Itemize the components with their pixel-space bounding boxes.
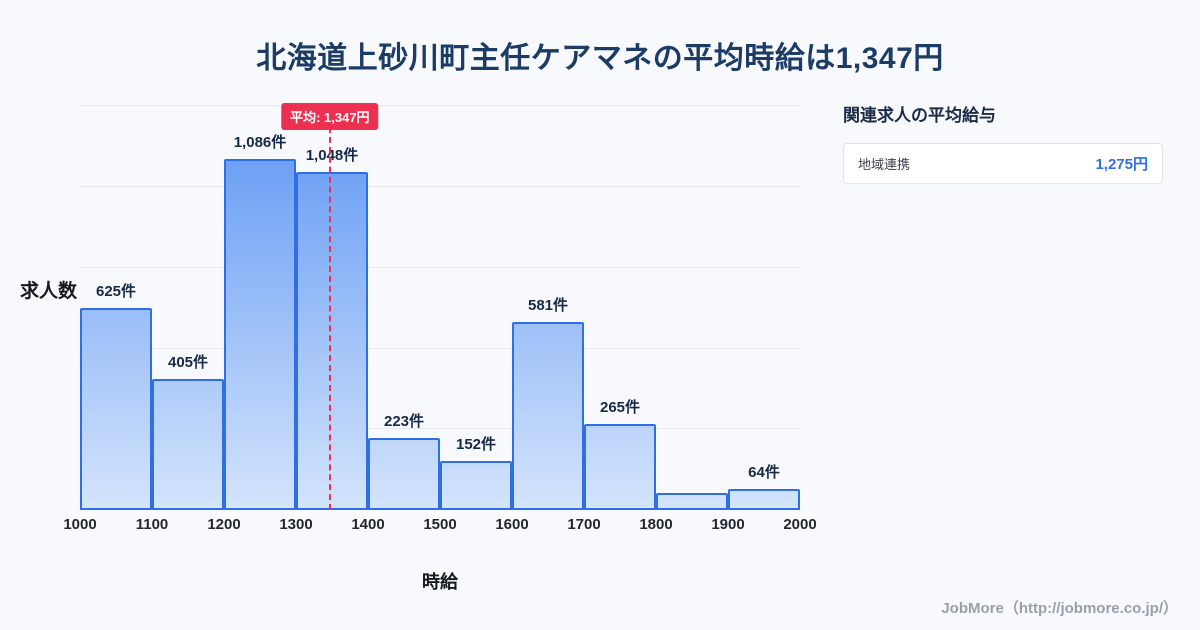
bar-value-label: 625件 (95, 283, 137, 301)
bar-value-label: 1,086件 (233, 134, 287, 152)
bar-value-label: 405件 (167, 354, 209, 372)
histogram-bar-1500-1600 (440, 460, 512, 510)
related-job-value: 1,275円 (1095, 156, 1148, 173)
histogram-bar-1800-1900 (656, 492, 728, 510)
related-jobs-card: 地域連携 1,275円 (843, 143, 1163, 184)
y-axis-label: 求人数 (20, 281, 78, 302)
related-job-row: 地域連携 1,275円 (858, 153, 1148, 174)
gridline (80, 186, 800, 188)
x-tick-1400: 1400 (351, 516, 385, 533)
x-tick-2000: 2000 (783, 516, 817, 533)
histogram-bar-1100-1200 (152, 379, 224, 510)
x-tick-1800: 1800 (639, 516, 673, 533)
bar-value-label: 223件 (383, 413, 425, 431)
histogram-bar-1400-1500 (368, 438, 440, 510)
footer-credit: JobMore（http://jobmore.co.jp/） (941, 600, 1178, 617)
gridline (80, 105, 800, 107)
histogram-bar-1000-1100 (80, 308, 152, 510)
related-job-label: 地域連携 (858, 157, 911, 172)
x-tick-1000: 1000 (63, 516, 97, 533)
bar-value-label: 265件 (599, 399, 641, 417)
x-tick-1600: 1600 (495, 516, 529, 533)
gridline (80, 347, 800, 349)
x-tick-1200: 1200 (207, 516, 241, 533)
bar-value-label: 1,048件 (305, 146, 359, 164)
histogram-bar-1700-1800 (584, 424, 656, 510)
bar-value-label: 64件 (748, 464, 780, 482)
x-tick-1100: 1100 (135, 516, 169, 533)
histogram-bar-1600-1700 (512, 322, 584, 510)
bar-value-label: 581件 (527, 297, 569, 315)
x-tick-1500: 1500 (423, 516, 457, 533)
gridline (80, 428, 800, 430)
bar-value-label: 152件 (455, 435, 497, 453)
page-title: 北海道上砂川町主任ケアマネの平均時給は1,347円 (256, 42, 944, 75)
x-axis-label: 時給 (422, 572, 458, 592)
wage-histogram-plot-area: 625件 405件 1,086件 1,048件 223件 152件 581件 265件 64件 1… (63, 100, 817, 533)
related-jobs-heading: 関連求人の平均給与 (843, 106, 996, 125)
histogram-bar-1900-2000 (728, 489, 800, 510)
gridline (80, 266, 800, 268)
average-badge: 平均: 1,347円 (281, 103, 379, 130)
histogram-bar-1200-1300 (224, 159, 296, 510)
x-tick-1300: 1300 (279, 516, 313, 533)
x-tick-1700: 1700 (567, 516, 601, 533)
x-tick-1900: 1900 (711, 516, 745, 533)
average-line (328, 127, 331, 510)
histogram-bar-1300-1400 (296, 171, 368, 510)
